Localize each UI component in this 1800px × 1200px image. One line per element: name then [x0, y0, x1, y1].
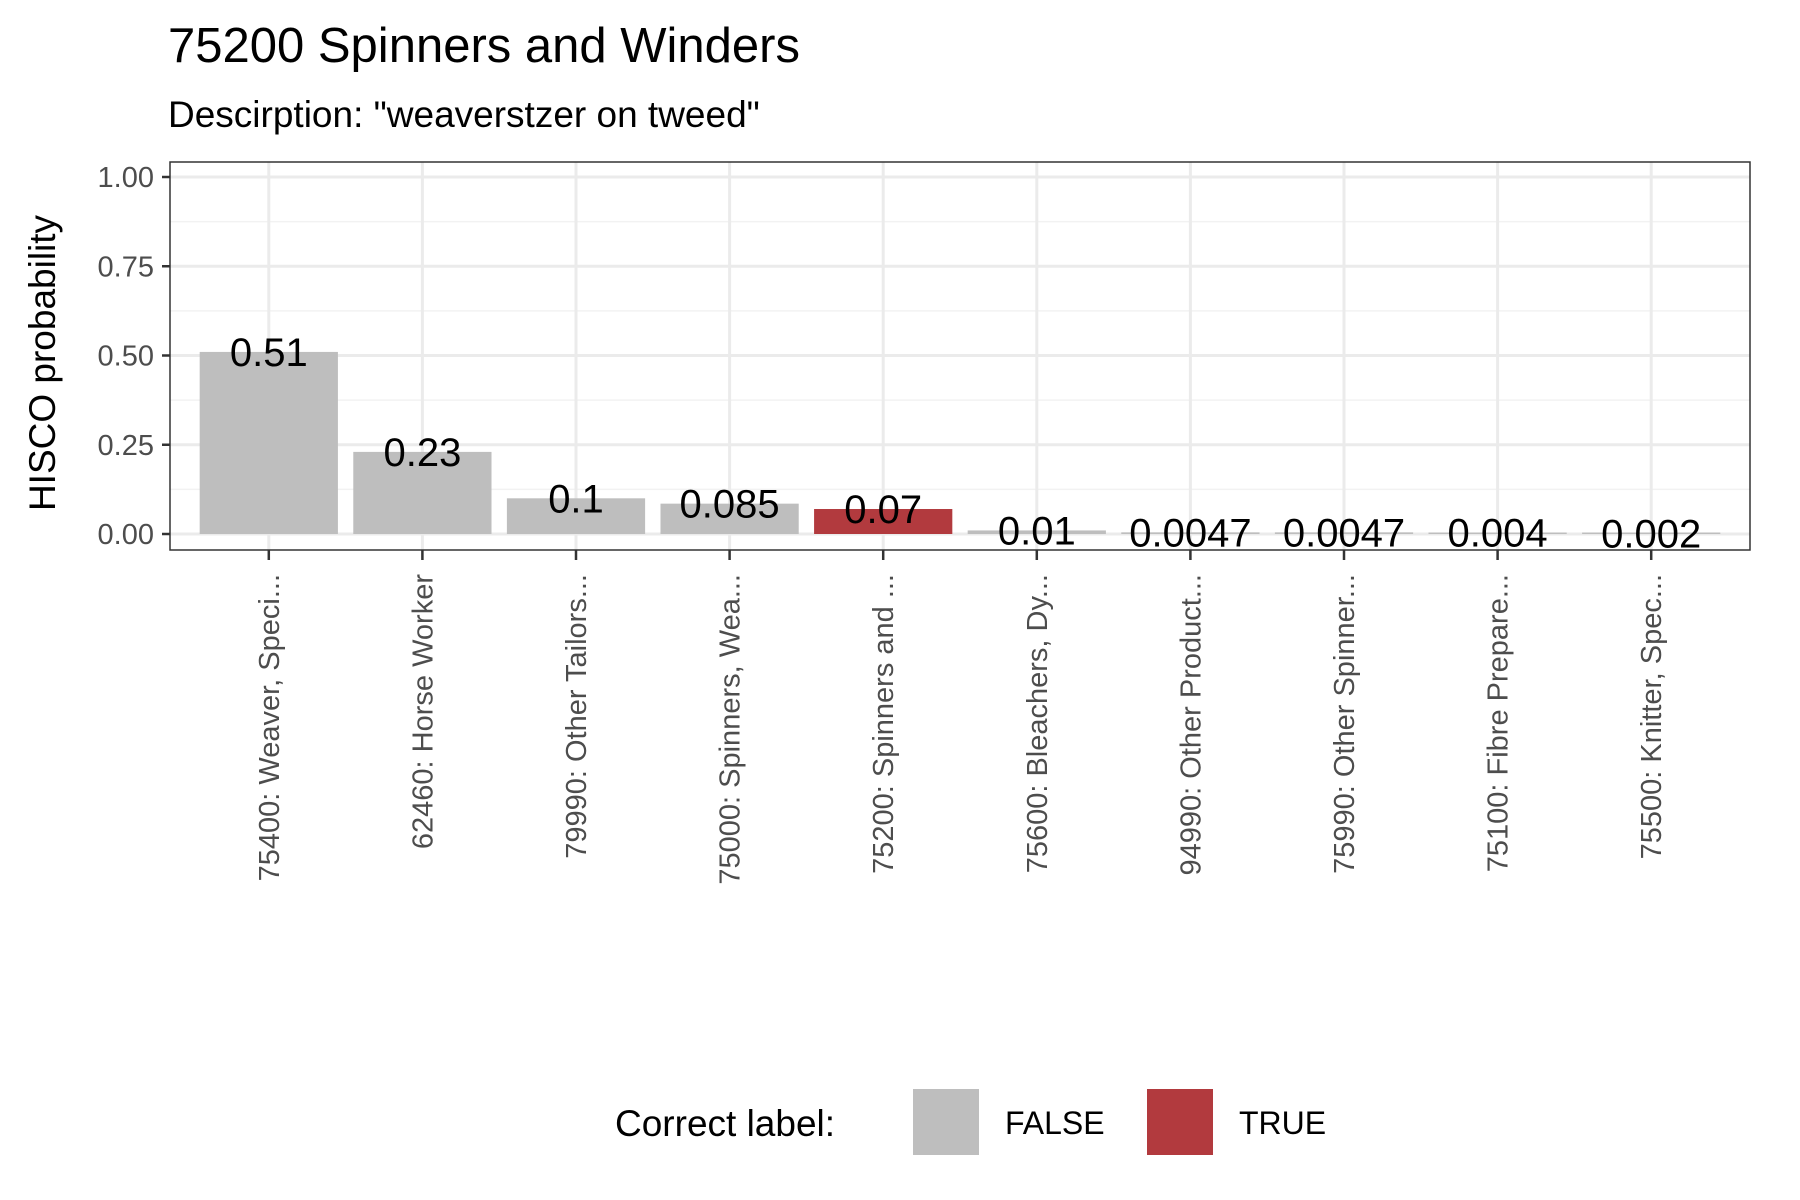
x-tick-label: 75100: Fibre Prepare... — [1483, 574, 1515, 872]
bar-value-label: 0.07 — [844, 488, 922, 532]
bar-labels: 0.51 0.23 0.1 0.085 0.07 0.01 0.0047 0.0047 0.00… — [230, 331, 1701, 556]
y-tick-label: 1.00 — [98, 162, 154, 194]
chart-title: 75200 Spinners and Winders — [168, 19, 800, 73]
x-axis: 75400: Weaver, Speci... 62460: Horse Work… — [254, 550, 1668, 885]
x-tick-label: 62460: Horse Worker — [407, 574, 439, 849]
legend-label-true: TRUE — [1239, 1105, 1326, 1141]
bar-value-label: 0.23 — [383, 431, 461, 475]
bar-value-label: 0.1 — [548, 477, 604, 521]
bar — [506, 498, 646, 534]
legend-label-false: FALSE — [1005, 1105, 1105, 1141]
x-tick-label: 75400: Weaver, Speci... — [254, 574, 286, 881]
legend-title: Correct label: — [615, 1103, 835, 1144]
bar — [967, 530, 1106, 534]
bar-value-label: 0.51 — [230, 331, 308, 375]
bar-value-label: 0.085 — [680, 483, 780, 527]
x-tick-label: 75200: Spinners and ... — [868, 574, 900, 874]
bar — [814, 509, 953, 534]
x-tick-label: 75600: Bleachers, Dy... — [1022, 574, 1054, 873]
bar — [1582, 532, 1721, 534]
bar — [1428, 532, 1567, 534]
bar-value-label: 0.002 — [1601, 512, 1701, 556]
x-tick-label: 79990: Other Tailors... — [561, 574, 593, 859]
legend: Correct label: FALSE TRUE — [615, 1089, 1326, 1155]
y-tick-label: 0.75 — [98, 251, 154, 283]
y-tick-label: 0.50 — [98, 341, 154, 373]
bar — [1274, 532, 1414, 534]
x-tick-label: 94990: Other Product... — [1175, 574, 1207, 875]
x-tick-label: 75500: Knitter, Spec... — [1636, 574, 1668, 859]
legend-swatch-false — [913, 1089, 979, 1155]
bar-value-label: 0.0047 — [1283, 511, 1405, 555]
x-tick-label: 75000: Spinners, Wea... — [715, 574, 747, 885]
bar-value-label: 0.004 — [1448, 512, 1548, 556]
bar — [1121, 532, 1260, 534]
y-tick-label: 0.25 — [98, 430, 154, 462]
bar — [353, 451, 492, 534]
legend-swatch-true — [1147, 1089, 1213, 1155]
x-tick-label: 75990: Other Spinner... — [1329, 574, 1361, 874]
y-axis-title: HISCO probability — [22, 214, 63, 511]
bar — [660, 503, 799, 534]
y-tick-label: 0.00 — [98, 519, 154, 551]
bars — [199, 351, 1721, 534]
y-axis: 0.00 0.25 0.50 0.75 1.00 — [98, 162, 170, 551]
bar-value-label: 0.01 — [998, 509, 1076, 553]
bar — [199, 351, 338, 534]
chart-subtitle: Descirption: "weaverstzer on tweed" — [168, 94, 760, 135]
bar-value-label: 0.0047 — [1129, 511, 1251, 555]
